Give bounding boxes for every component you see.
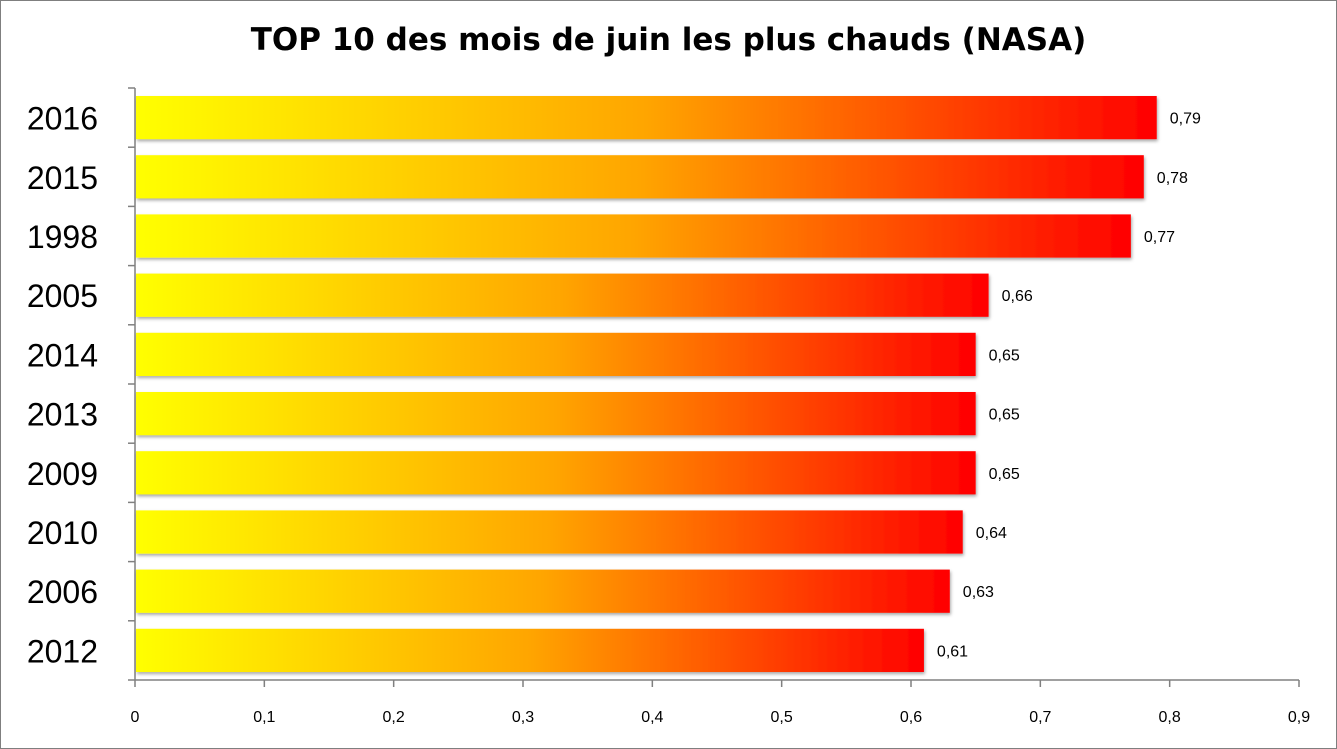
bar (136, 451, 976, 495)
data-label: 0,79 (1170, 111, 1201, 128)
bar (136, 332, 976, 377)
data-label: 0,77 (1144, 229, 1175, 246)
bars-layer (136, 95, 1157, 673)
category-label: 2006 (27, 574, 98, 610)
category-label: 2014 (27, 337, 98, 373)
x-tick-label: 0,3 (512, 709, 534, 726)
bar (136, 569, 950, 613)
x-tick-label: 0,4 (641, 709, 663, 726)
category-label: 1998 (27, 219, 98, 255)
data-label: 0,65 (989, 466, 1020, 483)
data-label: 0,78 (1157, 170, 1188, 187)
bar (136, 510, 963, 554)
x-tick-label: 0 (131, 709, 140, 726)
data-label: 0,64 (976, 525, 1007, 542)
data-label: 0,63 (963, 584, 994, 601)
x-tick-label: 0,2 (383, 709, 405, 726)
category-label: 2009 (27, 456, 98, 492)
chart-title: TOP 10 des mois de juin les plus chauds … (250, 22, 1087, 58)
bar (136, 273, 989, 317)
data-label: 0,65 (989, 407, 1020, 424)
category-label: 2012 (27, 633, 98, 669)
x-tick-label: 0,7 (1029, 709, 1051, 726)
bar (136, 391, 976, 436)
labels-layer: 0 0,1 0,2 0,3 0,4 0,5 0,6 0,7 0,8 0,9 2016 0,79 2015… (27, 101, 1310, 726)
axes-layer (128, 87, 1300, 687)
x-tick-label: 0,1 (253, 709, 275, 726)
data-label: 0,65 (989, 347, 1020, 364)
x-tick-label: 0,8 (1159, 709, 1181, 726)
x-tick-label: 0,5 (771, 709, 793, 726)
bar (136, 214, 1131, 258)
data-label: 0,66 (1002, 288, 1033, 305)
bar (136, 95, 1157, 140)
bar (136, 628, 924, 673)
data-label: 0,61 (937, 643, 968, 660)
bar (136, 155, 1144, 199)
category-label: 2016 (27, 101, 98, 137)
category-label: 2010 (27, 515, 98, 551)
category-label: 2005 (27, 278, 98, 314)
category-label: 2013 (27, 397, 98, 433)
x-tick-label: 0,9 (1288, 709, 1310, 726)
x-tick-label: 0,6 (900, 709, 922, 726)
category-label: 2015 (27, 160, 98, 196)
